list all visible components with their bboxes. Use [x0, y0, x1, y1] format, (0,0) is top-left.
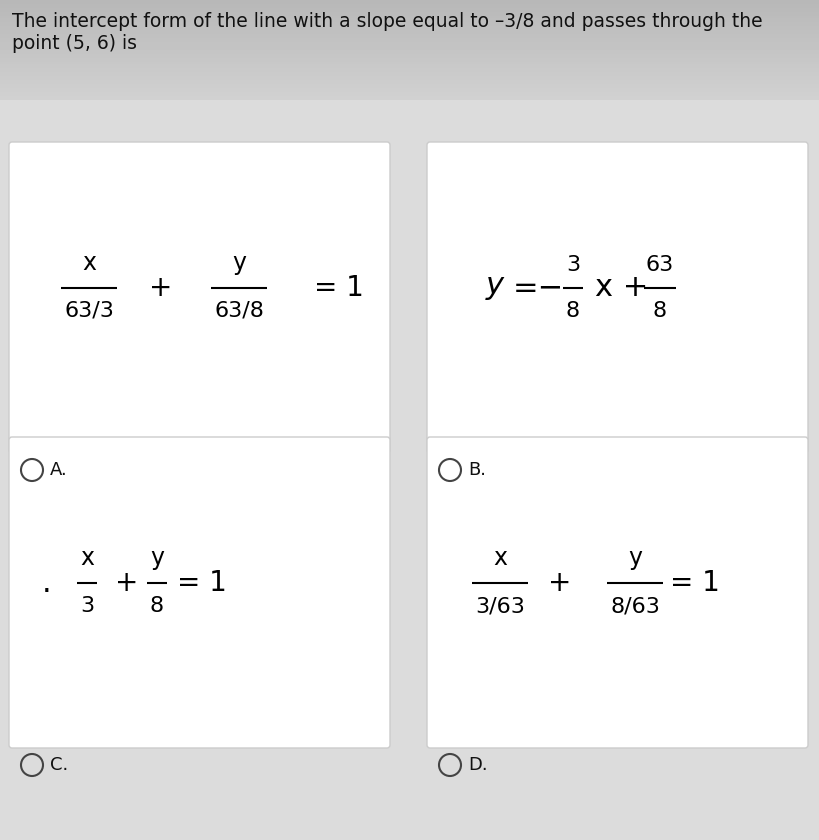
Text: C.: C. [50, 756, 68, 774]
Text: point (5, 6) is: point (5, 6) is [12, 34, 137, 53]
Text: 63/8: 63/8 [214, 301, 264, 321]
Text: D.: D. [468, 756, 487, 774]
Text: = 1: = 1 [177, 569, 227, 597]
Text: 8/63: 8/63 [609, 596, 659, 616]
Text: 63/3: 63/3 [64, 301, 114, 321]
FancyBboxPatch shape [427, 142, 807, 453]
Text: y: y [627, 546, 641, 570]
Text: y: y [150, 546, 164, 570]
Text: .: . [42, 569, 52, 597]
Text: x +: x + [595, 274, 648, 302]
Text: B.: B. [468, 461, 486, 479]
FancyBboxPatch shape [427, 437, 807, 748]
FancyBboxPatch shape [9, 437, 390, 748]
Text: x: x [492, 546, 506, 570]
Text: 8: 8 [565, 301, 579, 321]
Text: 8: 8 [652, 301, 666, 321]
FancyBboxPatch shape [9, 142, 390, 453]
Text: 3: 3 [79, 596, 94, 616]
Text: $y$: $y$ [484, 274, 505, 302]
Text: =−: =− [513, 274, 563, 302]
Text: 63: 63 [645, 255, 673, 275]
Text: = 1: = 1 [314, 274, 364, 302]
Text: = 1: = 1 [669, 569, 719, 597]
Text: x: x [82, 251, 96, 275]
Text: 3/63: 3/63 [474, 596, 524, 616]
Text: A.: A. [50, 461, 68, 479]
Text: +: + [548, 569, 571, 597]
Text: x: x [80, 546, 94, 570]
Text: 3: 3 [565, 255, 579, 275]
Text: +: + [115, 569, 138, 597]
Text: +: + [149, 274, 173, 302]
Text: 8: 8 [150, 596, 164, 616]
Text: The intercept form of the line with a slope equal to –3/8 and passes through the: The intercept form of the line with a sl… [12, 12, 762, 31]
Text: y: y [232, 251, 246, 275]
